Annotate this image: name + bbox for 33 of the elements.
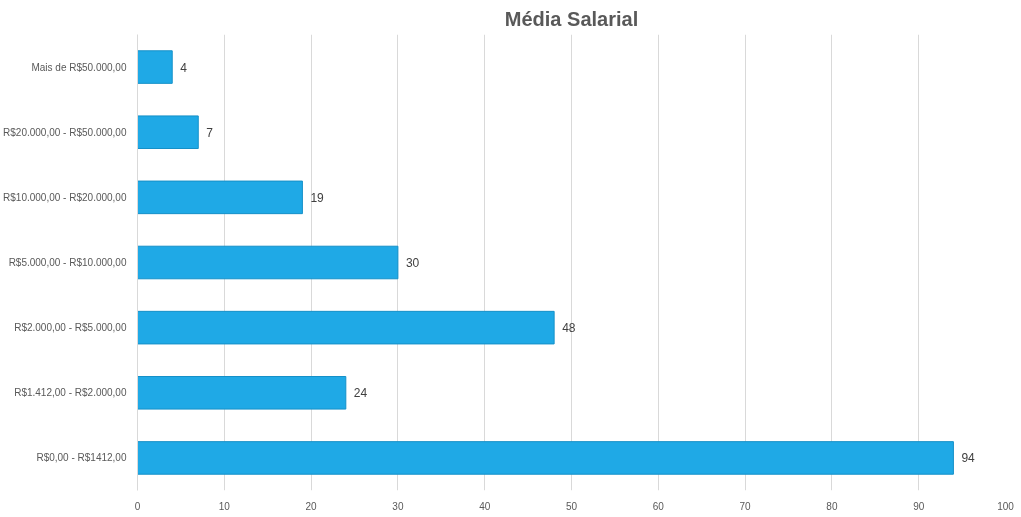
y-tick-label: R$2.000,00 - R$5.000,00 — [14, 322, 127, 334]
x-tick-label: 50 — [565, 500, 578, 512]
x-tick-label: 20 — [305, 500, 318, 512]
chart-title: Média Salarial — [504, 7, 639, 30]
bar — [137, 50, 173, 84]
data-label: 48 — [562, 321, 576, 336]
y-tick-label: R$0,00 - R$1412,00 — [36, 452, 127, 464]
x-tick-label: 0 — [134, 500, 141, 512]
data-label: 4 — [180, 60, 188, 75]
y-tick-label: R$10.000,00 - R$20.000,00 — [3, 191, 127, 203]
x-tick-label: 10 — [218, 500, 231, 512]
data-label: 94 — [961, 451, 976, 466]
bar — [137, 441, 954, 475]
x-tick-label: 90 — [913, 500, 925, 512]
data-label: 30 — [405, 256, 420, 270]
x-tick-label: 40 — [479, 500, 491, 512]
y-tick-label: R$1.412,00 - R$2.000,00 — [14, 387, 127, 399]
data-label: 7 — [206, 125, 214, 140]
x-tick-label: 30 — [392, 500, 404, 512]
bar — [137, 376, 347, 410]
bar — [137, 310, 555, 345]
data-label: 19 — [310, 190, 325, 205]
bar — [137, 115, 199, 149]
x-tick-label: 100 — [997, 500, 1015, 512]
x-tick-label: 80 — [826, 500, 838, 512]
x-tick-label: 60 — [652, 500, 665, 512]
y-tick-label: R$20.000,00 - R$50.000,00 — [3, 126, 127, 138]
bar — [137, 245, 399, 280]
y-tick-label: R$5.000,00 - R$10.000,00 — [8, 257, 127, 268]
data-label: 24 — [353, 386, 368, 401]
x-tick-label: 70 — [739, 500, 752, 512]
y-tick-label: Mais de R$50.000,00 — [31, 61, 127, 73]
bar — [137, 180, 303, 215]
